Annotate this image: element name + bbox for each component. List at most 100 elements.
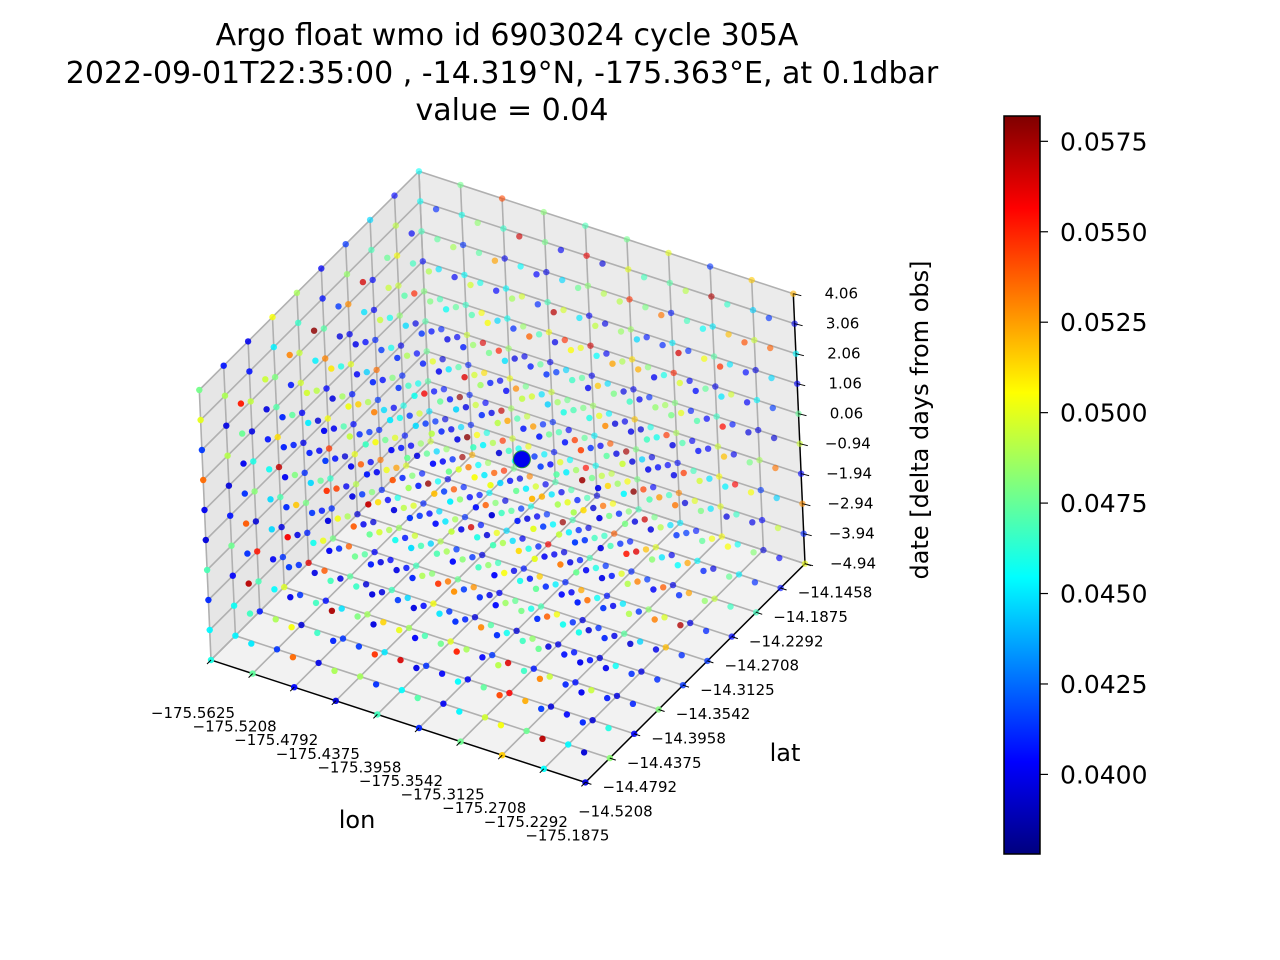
data-point (774, 524, 782, 532)
data-point (669, 581, 677, 589)
data-point (296, 349, 303, 356)
data-point (484, 319, 491, 327)
data-point (489, 651, 496, 659)
data-point (578, 689, 585, 696)
data-point (495, 449, 503, 457)
data-point (636, 396, 643, 403)
data-point (476, 594, 483, 601)
data-point (561, 336, 568, 344)
data-point (469, 554, 476, 561)
data-point (200, 476, 207, 484)
data-point (609, 500, 617, 507)
data-point (323, 385, 330, 392)
data-point (577, 447, 585, 454)
data-point (660, 584, 667, 591)
data-point (553, 471, 560, 478)
grid-floor-x (543, 549, 764, 770)
data-point (603, 452, 610, 460)
data-point (455, 466, 462, 473)
data-point (417, 542, 425, 549)
data-point (435, 266, 442, 273)
data-point (475, 564, 482, 571)
data-point (626, 538, 634, 545)
data-point (635, 608, 642, 615)
data-point (329, 395, 336, 402)
data-point (708, 535, 716, 542)
data-point (450, 486, 458, 493)
data-point (612, 662, 619, 670)
data-point (543, 613, 551, 620)
data-point (480, 684, 487, 691)
grid-back-x (626, 239, 640, 510)
data-point (334, 515, 341, 522)
data-point (364, 611, 371, 618)
grid-back-x (501, 198, 515, 469)
data-point (290, 441, 297, 449)
data-point (608, 470, 615, 477)
data-point (376, 426, 383, 434)
data-point (433, 448, 440, 455)
data-point (471, 614, 479, 621)
data-point (343, 483, 350, 490)
grid-left-z (203, 290, 425, 511)
data-point (697, 507, 705, 515)
z-tick-label: 1.06 (828, 375, 861, 393)
data-point (314, 629, 321, 637)
data-point (459, 453, 466, 461)
colorbar-ticks: 0.0400 0.0425 0.0450 0.0475 0.0500 0.0525 0.05… (1040, 127, 1147, 789)
data-point (563, 469, 570, 476)
data-point (268, 526, 275, 533)
data-point (501, 255, 508, 262)
data-point (254, 548, 261, 555)
data-point (398, 444, 405, 452)
data-point (435, 580, 442, 587)
data-point (355, 401, 362, 408)
data-point (466, 494, 473, 501)
data-point (388, 344, 395, 351)
data-point (527, 363, 534, 370)
grid-left-z (205, 320, 426, 541)
data-point (593, 492, 601, 499)
data-point (500, 225, 507, 232)
data-point (426, 510, 433, 517)
data-point (644, 364, 652, 371)
data-point (667, 521, 674, 529)
data-point (400, 402, 407, 409)
data-point (512, 597, 519, 604)
colorbar-tick-label: 0.0400 (1060, 760, 1147, 789)
data-point (442, 306, 450, 313)
data-point (708, 293, 715, 300)
data-point (654, 464, 662, 471)
grid-left-z (200, 200, 421, 421)
colorbar-tick-label: 0.0500 (1060, 399, 1147, 428)
data-point (620, 388, 627, 395)
data-point (661, 614, 668, 621)
data-point (367, 458, 374, 466)
data-point (701, 597, 708, 605)
data-point (239, 430, 246, 437)
data-point (609, 360, 616, 367)
data-point (240, 460, 247, 467)
data-point (711, 595, 718, 602)
data-point (610, 390, 617, 397)
data-point (585, 524, 592, 532)
data-point (527, 503, 535, 510)
data-point (607, 440, 614, 447)
data-point (491, 469, 498, 477)
grid-floor-y (332, 537, 708, 662)
x-tick-mark (289, 686, 295, 692)
data-point (395, 282, 402, 289)
data-point (627, 326, 634, 333)
data-point (443, 548, 450, 555)
data-point (409, 574, 416, 582)
data-point (616, 298, 623, 305)
data-point (663, 431, 670, 439)
data-point (446, 608, 453, 615)
data-point (642, 546, 650, 553)
data-point (270, 343, 277, 351)
grid-left-y (271, 317, 285, 588)
data-point (518, 505, 525, 512)
data-point (528, 393, 536, 400)
data-point (225, 482, 233, 489)
data-point (202, 536, 209, 544)
